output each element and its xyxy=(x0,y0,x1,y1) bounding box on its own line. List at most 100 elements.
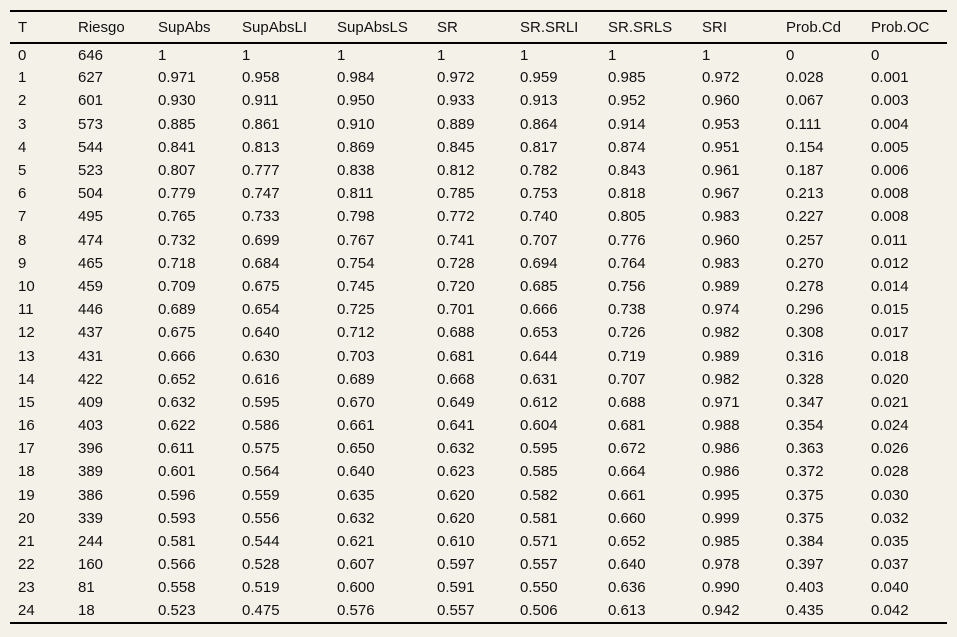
cell-sri: 0.978 xyxy=(702,556,740,574)
cell-prob-oc: 0.006 xyxy=(871,162,909,180)
cell-sr-srls: 0.636 xyxy=(608,579,646,597)
cell-supabs: 0.779 xyxy=(158,185,196,203)
cell-sr: 0.720 xyxy=(437,277,475,295)
cell-prob-oc: 0.005 xyxy=(871,138,909,156)
cell-supabsli: 1 xyxy=(242,46,251,64)
cell-supabsli: 0.684 xyxy=(242,254,280,272)
column-header-riesgo: Riesgo xyxy=(78,18,125,36)
cell-prob-cd: 0.154 xyxy=(786,138,824,156)
cell-prob-cd: 0.384 xyxy=(786,533,824,551)
cell-riesgo: 160 xyxy=(78,556,104,574)
cell-sr-srls: 0.738 xyxy=(608,301,646,319)
table-row: 8 474 0.732 0.699 0.767 0.741 0.707 0.776 0.960 0… xyxy=(10,229,947,252)
column-header-sr-srls: SR.SRLS xyxy=(608,18,673,36)
cell-t: 10 xyxy=(18,277,35,295)
cell-prob-cd: 0.296 xyxy=(786,301,824,319)
cell-prob-oc: 0.008 xyxy=(871,185,909,203)
cell-supabsls: 0.650 xyxy=(337,440,375,458)
cell-supabsli: 0.544 xyxy=(242,533,280,551)
cell-sr-srli: 0.707 xyxy=(520,231,558,249)
cell-supabsls: 0.869 xyxy=(337,138,375,156)
cell-supabs: 0.666 xyxy=(158,347,196,365)
cell-supabs: 0.611 xyxy=(158,440,195,458)
cell-supabsls: 0.767 xyxy=(337,231,375,249)
cell-prob-oc: 0.042 xyxy=(871,602,909,620)
column-header-prob-oc: Prob.OC xyxy=(871,18,930,36)
cell-t: 17 xyxy=(18,440,35,458)
cell-riesgo: 646 xyxy=(78,46,104,64)
cell-t: 20 xyxy=(18,509,35,527)
cell-sri: 0.961 xyxy=(702,162,740,180)
cell-prob-cd: 0.403 xyxy=(786,579,824,597)
cell-sr-srls: 0.843 xyxy=(608,162,646,180)
cell-t: 15 xyxy=(18,393,35,411)
cell-sr: 0.933 xyxy=(437,92,475,110)
cell-supabsli: 0.654 xyxy=(242,301,280,319)
cell-prob-cd: 0.375 xyxy=(786,486,824,504)
cell-supabs: 0.632 xyxy=(158,393,196,411)
cell-supabs: 0.807 xyxy=(158,162,196,180)
cell-sri: 0.985 xyxy=(702,533,740,551)
cell-supabsli: 0.699 xyxy=(242,231,280,249)
cell-prob-cd: 0.213 xyxy=(786,185,824,203)
cell-riesgo: 396 xyxy=(78,440,104,458)
table-row: 15 409 0.632 0.595 0.670 0.649 0.612 0.688 0.971… xyxy=(10,391,947,414)
cell-riesgo: 386 xyxy=(78,486,104,504)
table-row: 2 601 0.930 0.911 0.950 0.933 0.913 0.952 0.960 0… xyxy=(10,89,947,112)
cell-sri: 0.942 xyxy=(702,602,740,620)
cell-sri: 0.995 xyxy=(702,486,740,504)
cell-supabsls: 0.689 xyxy=(337,370,375,388)
cell-supabs: 0.566 xyxy=(158,556,196,574)
cell-sr-srls: 0.688 xyxy=(608,393,646,411)
cell-prob-cd: 0.111 xyxy=(786,115,822,133)
cell-prob-cd: 0.354 xyxy=(786,417,824,435)
cell-t: 0 xyxy=(18,46,27,64)
cell-supabsli: 0.777 xyxy=(242,162,280,180)
cell-supabs: 0.596 xyxy=(158,486,196,504)
cell-supabsls: 0.754 xyxy=(337,254,375,272)
cell-supabs: 0.971 xyxy=(158,69,196,87)
cell-prob-oc: 0.008 xyxy=(871,208,909,226)
column-header-supabsls: SupAbsLS xyxy=(337,18,408,36)
table-row: 16 403 0.622 0.586 0.661 0.641 0.604 0.681 0.988… xyxy=(10,414,947,437)
cell-riesgo: 422 xyxy=(78,370,104,388)
cell-supabs: 0.675 xyxy=(158,324,196,342)
cell-sr-srli: 0.604 xyxy=(520,417,558,435)
cell-sr-srls: 0.681 xyxy=(608,417,646,435)
table-row: 19 386 0.596 0.559 0.635 0.620 0.582 0.661 0.995… xyxy=(10,484,947,507)
cell-sr-srli: 0.913 xyxy=(520,92,558,110)
table-row: 21 244 0.581 0.544 0.621 0.610 0.571 0.652 0.985… xyxy=(10,530,947,553)
cell-supabsli: 0.958 xyxy=(242,69,280,87)
cell-t: 22 xyxy=(18,556,35,574)
cell-sr: 0.741 xyxy=(437,231,475,249)
cell-supabsli: 0.911 xyxy=(242,92,279,110)
cell-riesgo: 474 xyxy=(78,231,104,249)
column-header-sr-srli: SR.SRLI xyxy=(520,18,579,36)
cell-supabsls: 0.798 xyxy=(337,208,375,226)
cell-prob-oc: 0.014 xyxy=(871,277,909,295)
cell-sr-srli: 0.550 xyxy=(520,579,558,597)
cell-supabsls: 1 xyxy=(337,46,346,64)
cell-supabsli: 0.630 xyxy=(242,347,280,365)
table-row: 0 646 1 1 1 1 1 1 1 0 0 xyxy=(10,43,947,66)
cell-riesgo: 244 xyxy=(78,533,104,551)
cell-riesgo: 601 xyxy=(78,92,104,110)
cell-sr-srls: 0.914 xyxy=(608,115,646,133)
cell-prob-cd: 0.316 xyxy=(786,347,824,365)
cell-sri: 0.967 xyxy=(702,185,740,203)
cell-prob-oc: 0.030 xyxy=(871,486,909,504)
cell-riesgo: 81 xyxy=(78,579,95,597)
table-row: 14 422 0.652 0.616 0.689 0.668 0.631 0.707 0.982… xyxy=(10,368,947,391)
cell-supabsls: 0.632 xyxy=(337,509,375,527)
cell-prob-cd: 0.435 xyxy=(786,602,824,620)
cell-prob-oc: 0.001 xyxy=(871,69,909,87)
table-row: 17 396 0.611 0.575 0.650 0.632 0.595 0.672 0.986… xyxy=(10,437,947,460)
cell-sr: 0.972 xyxy=(437,69,475,87)
cell-supabsli: 0.595 xyxy=(242,393,280,411)
cell-sri: 0.989 xyxy=(702,347,740,365)
cell-supabs: 0.930 xyxy=(158,92,196,110)
cell-prob-oc: 0.032 xyxy=(871,509,909,527)
table-row: 20 339 0.593 0.556 0.632 0.620 0.581 0.660 0.999… xyxy=(10,507,947,530)
cell-t: 24 xyxy=(18,602,35,620)
cell-sr-srls: 0.726 xyxy=(608,324,646,342)
